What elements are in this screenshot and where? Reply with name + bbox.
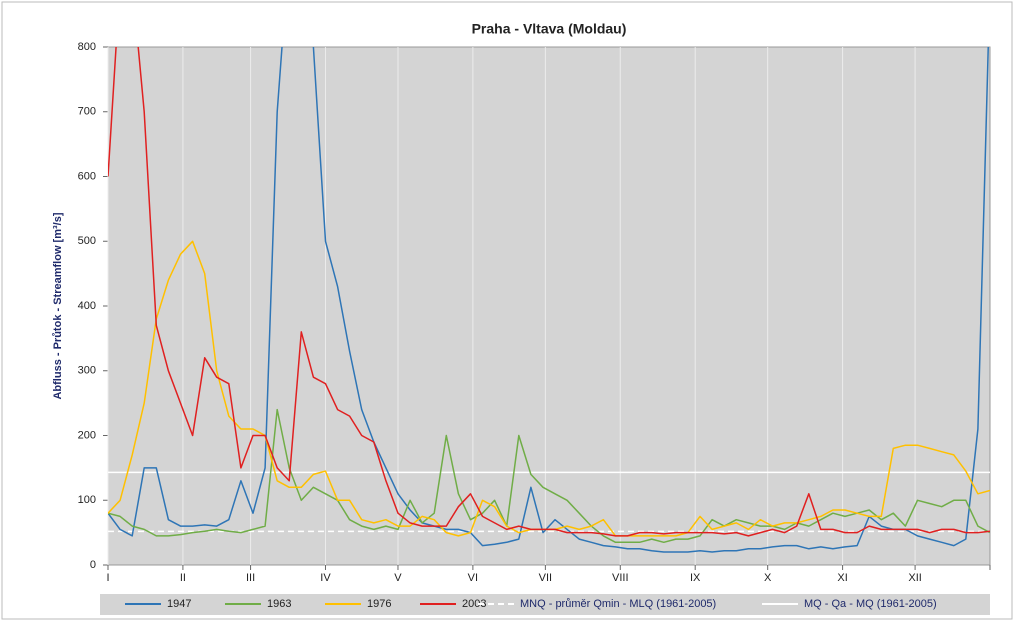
x-tick-label: VII xyxy=(539,572,552,584)
x-tick-label: VI xyxy=(468,572,478,584)
y-tick-label: 0 xyxy=(90,559,96,571)
plot-lines xyxy=(108,47,990,553)
x-tick-label: I xyxy=(106,572,109,584)
y-tick-label: 400 xyxy=(78,300,96,312)
x-tick-label: IV xyxy=(320,572,331,584)
y-tick-label: 200 xyxy=(78,429,96,441)
legend-label: 1976 xyxy=(367,598,391,610)
x-tick-label: XII xyxy=(908,572,921,584)
x-tick-label: XI xyxy=(837,572,847,584)
x-tick-label: VIII xyxy=(612,572,629,584)
plot-area xyxy=(107,46,991,566)
y-tick-label: 700 xyxy=(78,106,96,118)
series-line xyxy=(108,47,989,553)
legend-label: 1947 xyxy=(167,598,191,610)
legend-label: MNQ - průměr Qmin - MLQ (1961-2005) xyxy=(520,598,716,610)
y-tick-label: 800 xyxy=(78,41,96,53)
y-tick-label: 300 xyxy=(78,365,96,377)
legend-label: 2003 xyxy=(462,598,486,610)
series-line xyxy=(108,408,990,544)
x-tick-label: II xyxy=(180,572,186,584)
x-tick-label: X xyxy=(764,572,772,584)
legend-label: 1963 xyxy=(267,598,291,610)
x-tick-label: V xyxy=(394,572,402,584)
chart-title: Praha - Vltava (Moldau) xyxy=(472,21,627,37)
y-tick-label: 600 xyxy=(78,170,96,182)
y-axis-label: Abfluss - Průtok - Streamflow [m³/s] xyxy=(52,212,64,399)
series-line xyxy=(108,47,990,537)
legend-band xyxy=(100,594,990,615)
y-tick-label: 500 xyxy=(78,235,96,247)
y-tick-label: 100 xyxy=(78,494,96,506)
x-tick-label: III xyxy=(246,572,255,584)
x-tick-label: IX xyxy=(690,572,701,584)
legend-label: MQ - Qa - MQ (1961-2005) xyxy=(804,598,937,610)
